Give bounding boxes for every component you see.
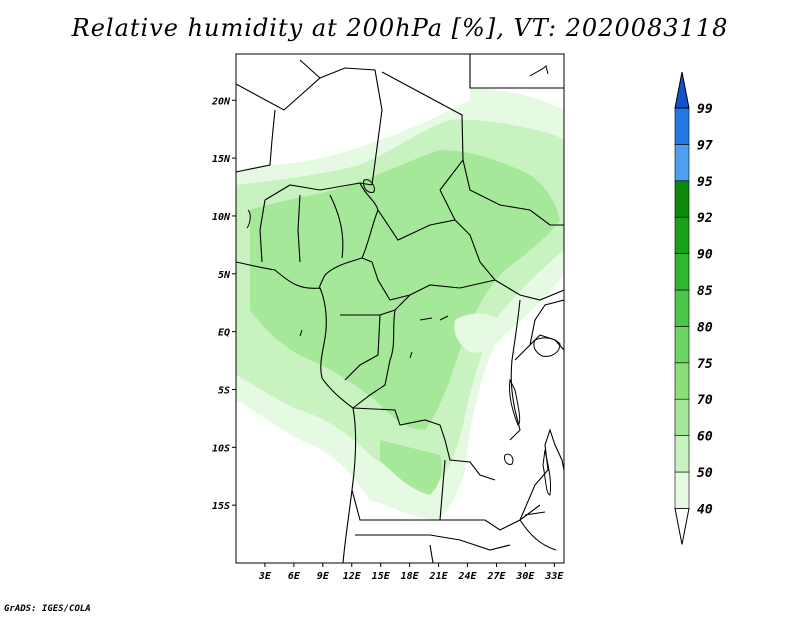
border-namibia	[355, 534, 511, 551]
colorbar-segment-below-40	[674, 507, 690, 545]
lat-label-10S: 10S	[212, 443, 230, 454]
colorbar-label-70: 70	[697, 393, 713, 408]
lon-label-30E: 30E	[515, 571, 535, 582]
colorbar-label-90: 90	[697, 248, 713, 263]
lat-label-5S: 5S	[218, 385, 230, 396]
lon-label-12E: 12E	[343, 571, 362, 582]
colorbar-segment-95-97	[674, 144, 690, 182]
lakes	[246, 179, 561, 516]
border-east-africa	[514, 299, 564, 361]
border-sudan	[439, 159, 564, 226]
colorbar-segment-above-99	[674, 71, 690, 109]
latitude-axis: 20N 15N 10N 5N EQ 5S 10S 15S	[211, 96, 236, 512]
lon-label-3E: 3E	[258, 571, 272, 582]
colorbar: 40 50 60 70 75 80 85 90 92 95 97 99	[674, 71, 713, 545]
country-boundaries	[236, 54, 564, 563]
congo-river-marks	[299, 315, 449, 359]
colorbar-segment-97-99	[674, 107, 690, 145]
border-sahara-west	[236, 67, 383, 186]
colorbar-segment-40-50	[674, 471, 690, 509]
humidity-gap-north	[236, 54, 470, 165]
colorbar-segment-85-90	[674, 253, 690, 291]
colorbar-label-75: 75	[697, 357, 713, 372]
border-botswana	[429, 544, 434, 563]
colorbar-segment-80-85	[674, 289, 690, 327]
colorbar-segment-92-95	[674, 180, 690, 218]
lat-label-10N: 10N	[212, 212, 231, 223]
lake-chad	[363, 179, 375, 193]
colorbar-label-50: 50	[697, 466, 713, 481]
border-drc-east	[509, 299, 521, 441]
lon-label-6E: 6E	[288, 571, 301, 582]
lake-volta	[246, 209, 251, 229]
border-congo-west	[352, 294, 411, 409]
lon-label-9E: 9E	[317, 571, 330, 582]
colorbar-segment-70-75	[674, 362, 690, 400]
humidity-contour-60-70-south	[380, 440, 442, 495]
map-title: Relative humidity at 200hPa [%], VT: 202…	[71, 14, 729, 42]
colorbar-label-97: 97	[697, 138, 713, 153]
humidity-contour-60-70	[250, 150, 560, 430]
colorbar-label-85: 85	[697, 284, 713, 299]
humidity-field	[236, 54, 564, 563]
lake-mweru	[504, 453, 514, 465]
lat-label-15S: 15S	[212, 501, 230, 512]
humidity-gap-southeast	[470, 470, 564, 563]
lon-label-24E: 24E	[457, 571, 477, 582]
lat-label-15N: 15N	[212, 154, 231, 165]
lat-label-5N: 5N	[218, 270, 231, 281]
lake-victoria	[533, 337, 561, 357]
colorbar-segment-60-70	[674, 398, 690, 436]
border-nigeria	[259, 194, 344, 263]
sinai-coast	[529, 65, 549, 77]
lon-label-33E: 33E	[544, 571, 564, 582]
lake-kariba	[524, 511, 546, 516]
colorbar-label-60: 60	[697, 430, 713, 445]
lon-label-15E: 15E	[372, 571, 391, 582]
colorbar-label-40: 40	[697, 502, 713, 517]
border-mozambique	[519, 428, 564, 551]
colorbar-label-80: 80	[697, 320, 713, 335]
lon-label-21E: 21E	[429, 571, 449, 582]
border-south-sudan	[494, 279, 564, 301]
border-cameroon	[340, 257, 381, 381]
coastline-west-africa	[236, 261, 357, 563]
colorbar-label-92: 92	[697, 211, 713, 226]
lake-tanganyika	[509, 378, 521, 426]
border-egypt-sudan	[469, 54, 564, 89]
border-libya-chad	[381, 71, 464, 191]
border-algeria-niger	[299, 59, 321, 79]
credit-label: GrADS: IGES/COLA	[4, 604, 91, 614]
colorbar-segment-75-80	[674, 326, 690, 364]
colorbar-segment-50-60	[674, 435, 690, 473]
border-sahel-west	[236, 109, 276, 173]
lat-label-20N: 20N	[211, 96, 231, 107]
map-frame	[235, 53, 565, 564]
lat-label-EQ: EQ	[218, 328, 230, 339]
colorbar-label-99: 99	[697, 102, 713, 117]
humidity-gap-congo	[454, 313, 505, 353]
border-angola-drc	[352, 407, 496, 481]
lon-label-18E: 18E	[401, 571, 420, 582]
longitude-axis: 3E 6E 9E 12E 15E 18E 21E 24E 27E 30E 33E	[258, 563, 564, 582]
colorbar-segment-90-92	[674, 216, 690, 254]
lon-label-27E: 27E	[486, 571, 506, 582]
humidity-gap-south	[236, 420, 370, 563]
lake-malawi	[542, 449, 551, 496]
map-panel	[235, 53, 565, 564]
colorbar-label-95: 95	[697, 175, 713, 190]
